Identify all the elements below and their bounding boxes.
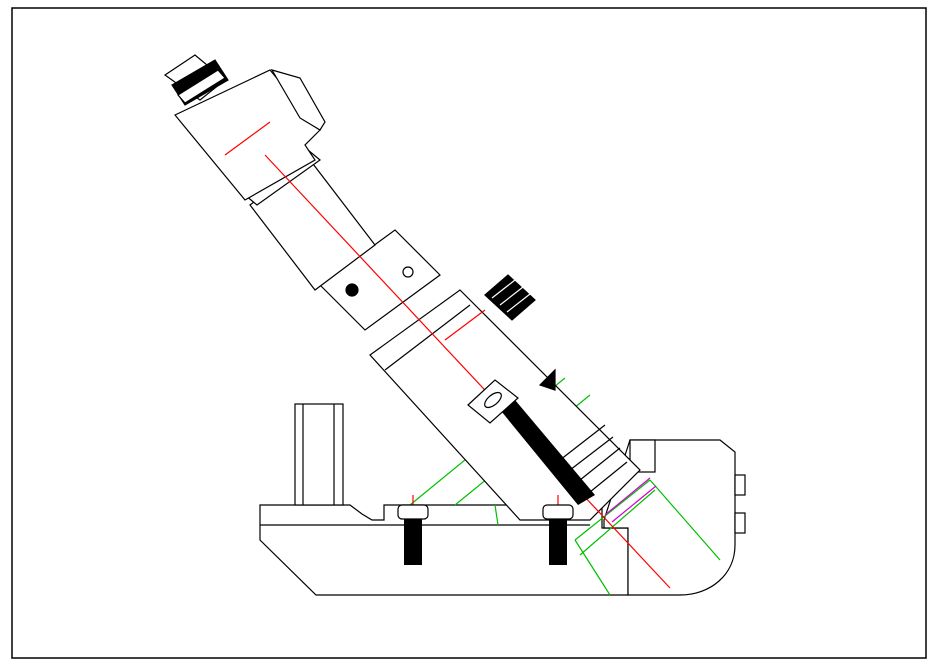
angled-support-block (603, 439, 746, 596)
knurled-knob (484, 274, 536, 321)
highlight-lines (604, 477, 657, 523)
socket-head-bolt-left (397, 504, 429, 565)
upright-post (294, 403, 344, 506)
socket-head-bolt-right (542, 504, 574, 565)
centerlines (224, 121, 671, 589)
diagonal-bolt (467, 379, 595, 505)
